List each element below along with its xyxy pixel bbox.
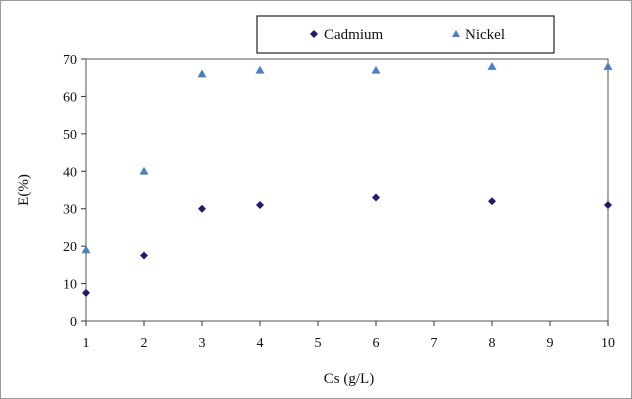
x-tick-label: 10	[601, 336, 615, 351]
x-tick-label: 2	[141, 336, 148, 351]
legend-item-nickel: Nickel	[452, 27, 505, 43]
data-point-nickel	[487, 61, 497, 70]
x-tick-label: 3	[199, 336, 206, 351]
series-cadmium	[82, 193, 612, 297]
legend-label-nickel: Nickel	[465, 27, 505, 43]
x-tick-label: 4	[257, 336, 264, 351]
x-tick-label: 6	[373, 336, 380, 351]
y-tick-label: 30	[63, 203, 77, 218]
legend-marker-nickel	[452, 30, 460, 37]
legend-item-cadmium: Cadmium	[310, 27, 383, 43]
x-tick-label: 1	[83, 336, 90, 351]
legend-label-cadmium: Cadmium	[324, 27, 383, 43]
x-axis: 1 2 3 4 5 6 7 8 9 10	[83, 321, 615, 351]
data-point-cadmium	[198, 204, 206, 213]
x-tick-label: 7	[431, 336, 438, 351]
data-point-nickel	[255, 65, 265, 74]
data-point-nickel	[603, 61, 613, 70]
y-tick-label: 40	[63, 165, 77, 180]
y-axis: 0 10 20 30 40 50 60 70	[63, 53, 86, 330]
x-axis-title: Cs (g/L)	[324, 371, 374, 387]
data-point-cadmium	[372, 193, 380, 202]
y-tick-label: 50	[63, 128, 77, 143]
data-point-cadmium	[256, 200, 264, 209]
plot-area	[85, 58, 609, 322]
series-layer	[81, 61, 613, 297]
legend-marker-cadmium	[310, 30, 318, 38]
y-axis-title: E(%)	[16, 174, 32, 206]
data-point-cadmium	[488, 197, 496, 206]
legend-box	[256, 15, 555, 54]
data-point-nickel	[371, 65, 381, 74]
x-tick-label: 9	[547, 336, 554, 351]
data-point-nickel	[197, 69, 207, 78]
legend: Cadmium Nickel	[256, 15, 555, 54]
x-tick-label: 5	[315, 336, 322, 351]
series-nickel	[81, 61, 613, 254]
y-tick-label: 60	[63, 90, 77, 105]
data-point-cadmium	[140, 251, 148, 260]
data-point-nickel	[139, 166, 149, 175]
x-tick-label: 8	[489, 336, 496, 351]
data-point-cadmium	[604, 200, 612, 209]
data-point-nickel	[81, 245, 91, 254]
y-tick-label: 10	[63, 278, 77, 293]
y-tick-label: 0	[70, 315, 77, 330]
y-tick-label: 20	[63, 240, 77, 255]
y-tick-label: 70	[63, 53, 77, 68]
data-point-cadmium	[82, 288, 90, 297]
